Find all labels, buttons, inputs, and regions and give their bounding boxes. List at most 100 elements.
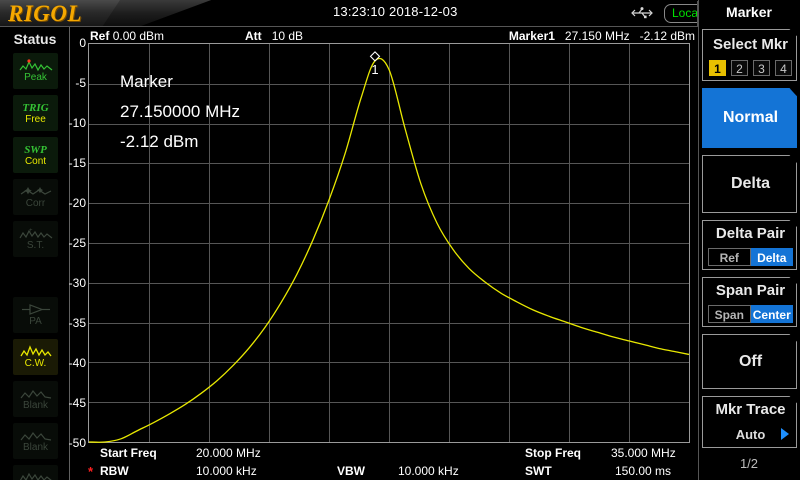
status-item-blank-2[interactable]: Blank — [13, 423, 58, 459]
y-tick-2: -10 — [68, 116, 86, 130]
logo-backdrop — [102, 0, 212, 27]
status-item-trigger-label: TRIG — [22, 101, 49, 114]
status-item-sweep-sub: Cont — [24, 155, 47, 167]
marker-info-box: Marker 27.150000 MHz -2.12 dBm — [120, 67, 240, 157]
bottom-row-freq: Start Freq 20.000 MHz Stop Freq 35.000 M… — [88, 446, 690, 463]
status-item-blank-1-label: Blank — [22, 400, 48, 411]
span-pair-option-span[interactable]: Span — [708, 305, 751, 323]
delta-pair-options: Ref Delta — [708, 248, 793, 266]
select-mkr-option-3[interactable]: 3 — [753, 60, 770, 76]
graticule — [88, 43, 690, 443]
select-mkr-option-4[interactable]: 4 — [775, 60, 792, 76]
menu-item-normal[interactable]: Normal — [702, 88, 797, 148]
off-label: Off — [738, 353, 763, 370]
status-item-trigger-sub: Free — [25, 113, 46, 125]
status-item-correction[interactable]: Corr — [13, 179, 58, 215]
math-trace-icon — [19, 471, 53, 480]
status-item-trigger[interactable]: TRIG Free — [13, 95, 58, 131]
y-tick-0: 0 — [79, 36, 86, 50]
attenuation-value: 10 dB — [271, 29, 304, 43]
menu-item-mkr-trace[interactable]: Mkr Trace Auto — [702, 396, 797, 448]
status-item-cw[interactable]: C.W. — [13, 339, 58, 375]
status-item-correction-label: Corr — [25, 198, 46, 209]
y-tick-6: -30 — [68, 276, 86, 290]
preamp-icon — [19, 303, 53, 316]
vbw-value[interactable]: 10.000 kHz — [398, 464, 459, 478]
svg-text:+: + — [29, 228, 33, 234]
menu-left-divider — [698, 0, 699, 480]
menu-title: Marker — [726, 4, 772, 20]
vbw-key: VBW — [337, 464, 365, 478]
start-freq-key: Start Freq — [100, 446, 157, 460]
attenuation-key: Att — [245, 29, 262, 43]
stop-freq-value[interactable]: 35.000 MHz — [611, 446, 676, 460]
delta-label: Delta — [730, 175, 771, 192]
span-pair-label: Span Pair — [715, 282, 786, 299]
usb-icon — [631, 7, 653, 19]
start-freq-value[interactable]: 20.000 MHz — [196, 446, 261, 460]
y-tick-3: -15 — [68, 156, 86, 170]
span-pair-option-center[interactable]: Center — [750, 305, 793, 323]
rigol-logo-text: RIGOL — [8, 1, 83, 26]
attenuation-readout: Att 10 dB — [245, 29, 303, 43]
datetime-display: 13:23:10 2018-12-03 — [333, 4, 458, 19]
menu-page-indicator: 1/2 — [739, 456, 759, 471]
y-axis-labels: 0 -5 -10 -15 -20 -25 -30 -35 -40 -45 -50 — [68, 27, 88, 461]
normal-label: Normal — [722, 109, 779, 126]
ref-level-value: 0.00 dBm — [112, 29, 165, 43]
status-item-sweep-time-label: S.T. — [26, 240, 45, 251]
status-divider — [69, 27, 70, 480]
menu-item-delta-pair[interactable]: Delta Pair Ref Delta — [702, 220, 797, 270]
select-mkr-options: 1 2 3 4 — [703, 60, 797, 76]
y-tick-10: -50 — [68, 436, 86, 450]
marker-info-frequency: 27.150000 MHz — [120, 102, 241, 121]
grid-lines — [89, 44, 689, 442]
peak-waveform-icon — [19, 59, 53, 72]
rbw-key: RBW — [100, 464, 129, 478]
rbw-value[interactable]: 10.000 kHz — [196, 464, 257, 478]
delta-pair-label: Delta Pair — [715, 225, 786, 242]
status-item-sweep[interactable]: SWP Cont — [13, 137, 58, 173]
menu-item-span-pair[interactable]: Span Pair Span Center — [702, 277, 797, 327]
chevron-right-icon[interactable] — [781, 428, 789, 440]
status-item-blank-1[interactable]: Blank — [13, 381, 58, 417]
blank-trace-icon — [19, 429, 53, 442]
y-tick-1: -5 — [75, 76, 86, 90]
y-tick-8: -40 — [68, 356, 86, 370]
menu-item-off[interactable]: Off — [702, 334, 797, 389]
y-tick-4: -20 — [68, 196, 86, 210]
cw-waveform-icon — [19, 345, 53, 358]
status-item-sweep-label: SWP — [24, 143, 47, 156]
swt-value[interactable]: 150.00 ms — [615, 464, 672, 478]
delta-pair-option-ref[interactable]: Ref — [708, 248, 751, 266]
status-item-sweep-time[interactable]: + S.T. — [13, 221, 58, 257]
plot-area: Ref 0.00 dBm Att 10 dB Marker1 27.150 MH… — [68, 27, 697, 480]
menu-item-select-mkr[interactable]: Select Mkr 1 2 3 4 — [702, 29, 797, 81]
ref-level-readout: Ref 0.00 dBm — [90, 29, 164, 43]
y-tick-9: -45 — [68, 396, 86, 410]
menu-item-delta[interactable]: Delta — [702, 155, 797, 213]
sweep-time-icon: + — [18, 227, 53, 240]
select-mkr-label: Select Mkr — [712, 36, 789, 53]
swt-key: SWT — [525, 464, 552, 478]
select-mkr-option-2[interactable]: 2 — [731, 60, 748, 76]
delta-pair-option-delta[interactable]: Delta — [750, 248, 793, 266]
blank-trace-icon — [19, 387, 53, 400]
ref-level-key: Ref — [90, 29, 110, 43]
svg-text:1: 1 — [371, 62, 378, 77]
mkr-trace-value: Auto — [735, 427, 766, 442]
status-column-title: Status — [13, 31, 57, 47]
select-mkr-option-1[interactable]: 1 — [709, 60, 726, 76]
status-item-peak[interactable]: Peak — [13, 53, 58, 89]
status-item-preamp[interactable]: PA — [13, 297, 58, 333]
bottom-row-bw: * RBW 10.000 kHz VBW 10.000 kHz SWT 150.… — [88, 464, 690, 480]
y-tick-5: -25 — [68, 236, 86, 250]
status-item-preamp-label: PA — [29, 316, 42, 327]
marker1-top-freq: 27.150 MHz — [564, 29, 630, 43]
status-item-blank-2-label: Blank — [22, 442, 48, 453]
status-item-math[interactable]: Math — [13, 465, 58, 480]
topbar-separator — [0, 26, 800, 27]
status-column: Status Peak TRIG Free SWP Cont — [0, 27, 70, 480]
mkr-trace-label: Mkr Trace — [715, 401, 786, 418]
